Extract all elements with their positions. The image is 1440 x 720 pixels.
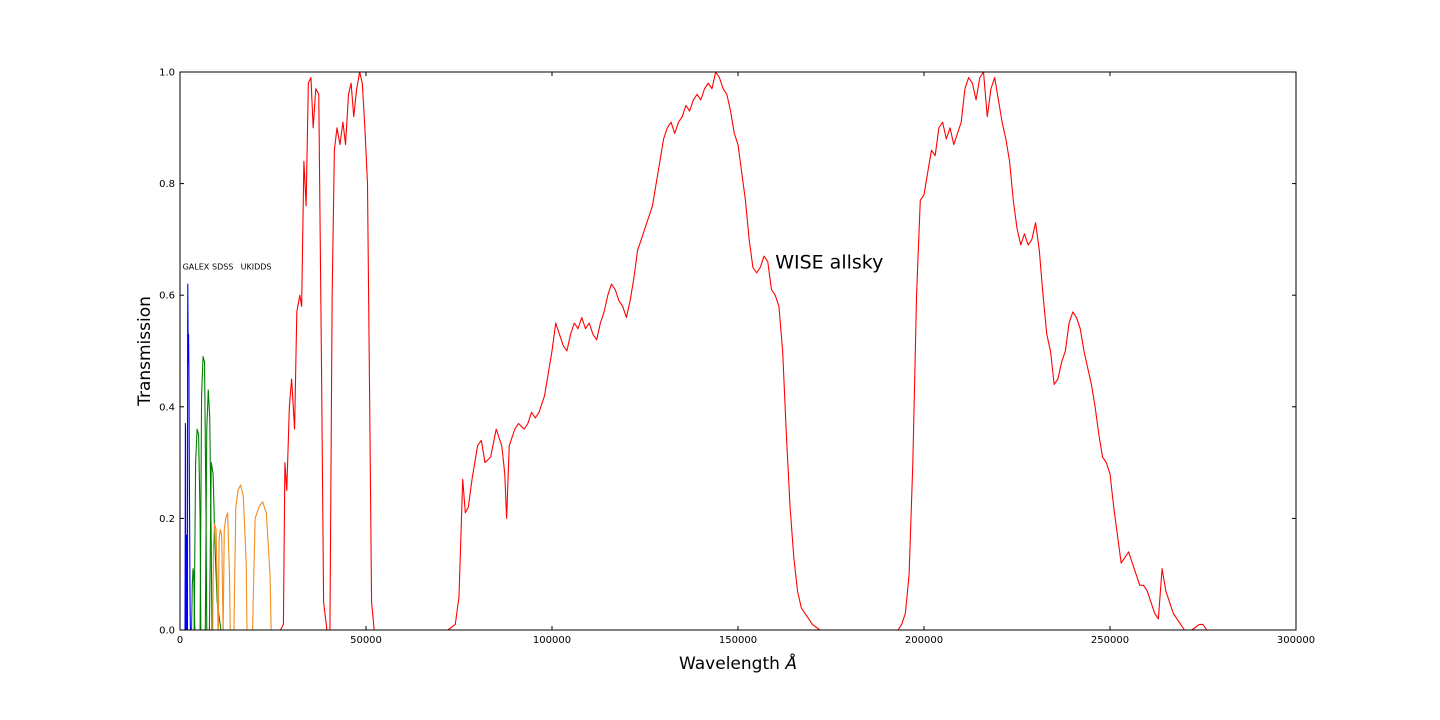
axis-ticks: 0 50000 100000 150000 200000 250000 300000 0.0 0… [159,68,1315,647]
series-0-segment-0 [184,422,187,631]
annotation-wise-allsky: WISE allsky [775,251,883,273]
x-tick-label: 250000 [1091,635,1129,646]
y-tick-label: 0.0 [159,626,175,637]
series-0-segment-2 [186,283,191,631]
x-tick-label: 300000 [1277,635,1315,646]
y-axis-label: Transmission [135,296,155,407]
plot-area-frame [179,71,1297,631]
annotation-sdss: SDSS [212,262,233,271]
series-2-segment-3 [233,484,248,631]
series-1-segment-3 [204,389,213,631]
y-tick-label: 1.0 [159,68,175,79]
series-2-segment-4 [251,501,272,631]
x-axis-label-symbol: Å [784,652,797,674]
series-3-segment-0 [279,71,1215,631]
x-axis-label: Wavelength Å [679,652,797,674]
x-tick-label: 150000 [719,635,757,646]
x-tick-label: 0 [177,635,183,646]
series-2-segment-2 [222,512,231,631]
annotation-galex: GALEX [183,262,210,271]
series-layer [184,71,1215,631]
y-tick-label: 0.2 [159,514,175,525]
x-tick-label: 200000 [905,635,943,646]
y-tick-label: 0.8 [159,179,175,190]
y-tick-label: 0.6 [159,291,175,302]
annotations: GALEX SDSS UKIDDS WISE allsky [183,251,884,273]
x-tick-label: 50000 [350,635,382,646]
annotation-ukidds: UKIDDS [241,262,272,271]
x-tick-label: 100000 [533,635,571,646]
x-axis-label-text: Wavelength [679,654,780,674]
series-2-segment-0 [212,523,219,631]
y-tick-label: 0.4 [159,402,175,413]
